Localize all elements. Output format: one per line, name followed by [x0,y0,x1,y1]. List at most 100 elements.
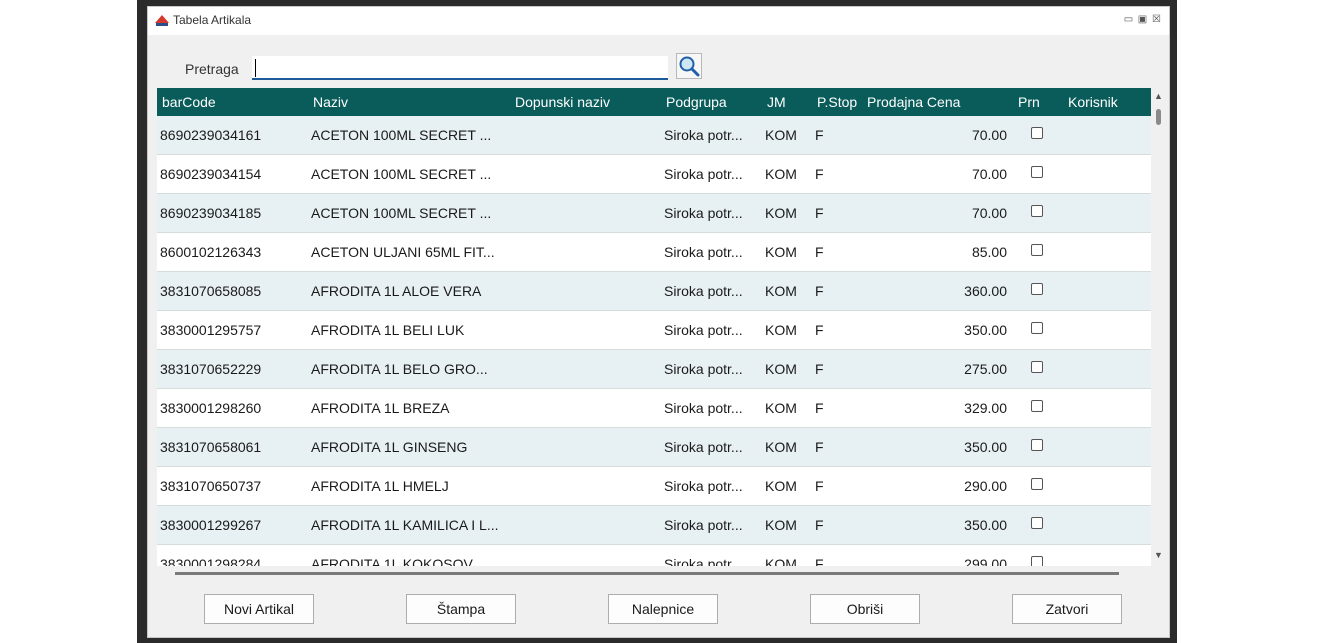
table-header: barCode Naziv Dopunski naziv Podgrupa JM… [157,88,1151,116]
close-icon[interactable]: ☒ [1152,14,1161,25]
close-button[interactable]: Zatvori [1012,594,1122,624]
jm-cell: KOM [765,322,797,338]
table-row[interactable]: 3830001295757 AFRODITA 1L BELI LUK Siroka … [157,311,1151,350]
articles-table: barCode Naziv Dopunski naziv Podgrupa JM… [157,88,1151,566]
barcode-cell: 8690239034161 [160,127,262,143]
table-row[interactable]: 3830001298284 AFRODITA 1L KOKOSOV Siroka p… [157,545,1151,566]
table-row[interactable]: 3831070652229 AFRODITA 1L BELO GRO... Siro… [157,350,1151,389]
jm-cell: KOM [765,556,797,566]
col-header-barcode[interactable]: barCode [162,94,216,110]
col-header-cena[interactable]: Prodajna Cena [867,94,961,110]
scroll-up-icon[interactable]: ▲ [1154,91,1163,101]
naziv-cell: AFRODITA 1L BELO GRO... [311,361,488,377]
table-row[interactable]: 8690239034185 ACETON 100ML SECRET ... Siro… [157,194,1151,233]
search-input[interactable] [252,56,668,80]
price-cell: 299.00 [964,556,1007,566]
table-row[interactable]: 8690239034154 ACETON 100ML SECRET ... Siro… [157,155,1151,194]
col-header-jm[interactable]: JM [767,94,786,110]
col-header-podgrupa[interactable]: Podgrupa [666,94,727,110]
maximize-icon[interactable]: ▣ [1137,14,1148,25]
pstop-cell: F [815,166,824,182]
jm-cell: KOM [765,205,797,221]
scroll-thumb[interactable] [1156,109,1161,125]
price-cell: 290.00 [964,478,1007,494]
barcode-cell: 3831070658061 [160,439,262,455]
new-article-button[interactable]: Novi Artikal [204,594,314,624]
prn-checkbox[interactable] [1031,283,1043,295]
prn-checkbox[interactable] [1031,205,1043,217]
prn-checkbox[interactable] [1031,166,1043,178]
naziv-cell: AFRODITA 1L HMELJ [311,478,449,494]
table-row[interactable]: 8690239034161 ACETON 100ML SECRET ... Siro… [157,116,1151,155]
col-header-prn[interactable]: Prn [1018,94,1040,110]
barcode-cell: 3830001299267 [160,517,262,533]
col-header-naziv[interactable]: Naziv [313,94,349,110]
jm-cell: KOM [765,166,797,182]
title-bar[interactable]: Tabela Artikala ▭ ▣ ☒ [148,7,1169,35]
prn-checkbox[interactable] [1031,127,1043,139]
app-window: Tabela Artikala ▭ ▣ ☒ Pretraga barCode N… [147,6,1170,638]
naziv-cell: AFRODITA 1L BREZA [311,400,450,416]
naziv-cell: AFRODITA 1L ALOE VERA [311,283,482,299]
naziv-cell: AFRODITA 1L KAMILICA I L... [311,517,499,533]
prn-checkbox[interactable] [1031,361,1043,373]
price-cell: 350.00 [964,517,1007,533]
podgrupa-cell: Siroka potr... [664,205,743,221]
table-row[interactable]: 3830001299267 AFRODITA 1L KAMILICA I L...… [157,506,1151,545]
jm-cell: KOM [765,439,797,455]
podgrupa-cell: Siroka potr... [664,439,743,455]
prn-checkbox[interactable] [1031,439,1043,451]
barcode-cell: 8690239034185 [160,205,262,221]
col-header-dopunski[interactable]: Dopunski naziv [515,94,610,110]
pstop-cell: F [815,556,824,566]
podgrupa-cell: Siroka potr... [664,127,743,143]
col-header-korisnik[interactable]: Korisnik [1068,94,1118,110]
jm-cell: KOM [765,517,797,533]
table-row[interactable]: 3830001298260 AFRODITA 1L BREZA Siroka pot… [157,389,1151,428]
app-logo-icon [155,15,169,26]
prn-checkbox[interactable] [1031,244,1043,256]
naziv-cell: ACETON ULJANI 65ML FIT... [311,244,495,260]
price-cell: 360.00 [964,283,1007,299]
jm-cell: KOM [765,127,797,143]
jm-cell: KOM [765,400,797,416]
delete-button[interactable]: Obriši [810,594,920,624]
podgrupa-cell: Siroka potr... [664,517,743,533]
table-row[interactable]: 3831070658061 AFRODITA 1L GINSENG Siroka p… [157,428,1151,467]
pstop-cell: F [815,205,824,221]
pstop-cell: F [815,361,824,377]
price-cell: 70.00 [971,205,1007,221]
naziv-cell: AFRODITA 1L GINSENG [311,439,468,455]
prn-checkbox[interactable] [1031,556,1043,566]
barcode-cell: 3831070652229 [160,361,262,377]
prn-checkbox[interactable] [1031,517,1043,529]
table-row[interactable]: 3831070650737 AFRODITA 1L HMELJ Siroka pot… [157,467,1151,506]
jm-cell: KOM [765,283,797,299]
col-header-pstop[interactable]: P.Stop [817,94,858,110]
naziv-cell: ACETON 100ML SECRET ... [311,127,492,143]
prn-checkbox[interactable] [1031,478,1043,490]
barcode-cell: 3831070658085 [160,283,262,299]
vertical-scrollbar[interactable]: ▲ ▼ [1154,91,1166,565]
pstop-cell: F [815,400,824,416]
pstop-cell: F [815,478,824,494]
print-button[interactable]: Štampa [406,594,516,624]
pstop-cell: F [815,322,824,338]
search-icon [679,56,700,77]
pstop-cell: F [815,127,824,143]
prn-checkbox[interactable] [1031,400,1043,412]
scroll-down-icon[interactable]: ▼ [1154,550,1163,560]
jm-cell: KOM [765,478,797,494]
table-row[interactable]: 8600102126343 ACETON ULJANI 65ML FIT... Si… [157,233,1151,272]
table-row[interactable]: 3831070658085 AFRODITA 1L ALOE VERA Siroka… [157,272,1151,311]
horizontal-scrollbar[interactable] [175,572,1119,575]
price-cell: 70.00 [971,166,1007,182]
prn-checkbox[interactable] [1031,322,1043,334]
jm-cell: KOM [765,361,797,377]
minimize-icon[interactable]: ▭ [1123,14,1134,25]
naziv-cell: ACETON 100ML SECRET ... [311,205,492,221]
search-button[interactable] [676,53,702,79]
labels-button[interactable]: Nalepnice [608,594,718,624]
search-label: Pretraga [185,61,239,77]
pstop-cell: F [815,439,824,455]
